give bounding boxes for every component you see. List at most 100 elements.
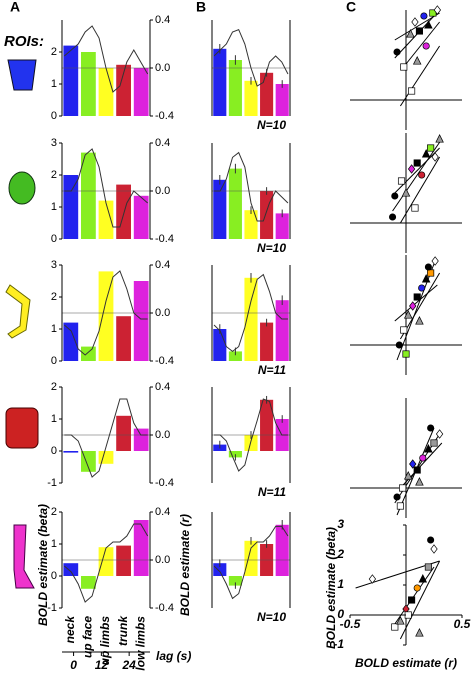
y2-tick-label: 0.0 [155,554,170,566]
y-tick-label: 0 [337,607,344,621]
y2-tick-label: 0.4 [155,137,170,149]
y-tick-label: 1 [51,413,57,425]
point [433,5,442,15]
point [427,536,435,544]
point [389,213,397,221]
x-tick-label: -0.5 [340,617,361,631]
bar [133,520,149,576]
time-course [213,525,289,600]
bar [63,451,79,453]
bar [275,84,289,116]
point [418,574,428,583]
point [421,274,431,283]
y2-axis-label: BOLD estimate (r) [178,514,192,616]
x-tick-label: 0.5 [454,617,471,631]
point [415,628,424,637]
bar [63,563,79,576]
time-course [63,523,149,603]
point [424,444,433,453]
y2-tick-label: 0.0 [155,62,170,74]
category-label: up face [81,616,95,658]
y-tick-label: -1 [333,637,344,651]
point [427,144,435,152]
y-tick-label: 0 [51,355,57,367]
point [415,316,424,325]
bar [98,271,114,361]
point [413,584,421,592]
time-course [214,151,289,222]
fit-line [400,442,443,489]
point [411,17,419,27]
y-tick-label: 0 [51,110,57,122]
n-label: N=11 [258,363,286,377]
category-label: neck [63,615,77,644]
bar [98,68,114,116]
bar [244,80,258,116]
point [420,12,428,20]
bar [260,72,274,116]
point [418,284,426,292]
category-label: trunk [116,615,130,646]
neck-icon [7,59,37,91]
point [397,177,406,185]
y-tick-label: 0 [51,233,57,245]
category-label: low limbs [133,616,147,671]
bar [275,524,289,576]
bar [98,200,114,239]
y2-tick-label: -0.4 [155,602,174,614]
point [415,477,424,486]
bar [63,45,79,116]
bar [260,399,274,451]
bar [98,547,114,576]
point [415,27,423,35]
bar [213,48,227,116]
fit-line [394,12,440,41]
trunk-icon [5,407,39,449]
bar [63,322,79,361]
point [412,56,422,65]
x-tick-label: 24 [121,658,136,672]
y-tick-label: 1 [337,577,344,591]
point [422,42,430,50]
point [411,204,419,212]
bar [260,191,274,239]
bar [244,277,258,361]
n-label: N=10 [257,241,286,255]
point [419,454,427,462]
y-tick-label: 1 [51,323,57,335]
point [408,87,416,95]
point [396,502,404,510]
bar [228,60,242,116]
fit-line [399,45,441,107]
y-tick-label: 1 [51,538,57,550]
n-label: N=10 [257,118,286,132]
point [418,171,426,179]
bar [133,68,149,116]
y-tick-label: 2 [51,46,57,58]
y2-tick-label: 0.0 [155,307,170,319]
bar [81,576,96,589]
y2-tick-label: 0.4 [155,381,170,393]
face-icon [8,171,36,205]
point [435,134,444,143]
y-tick-label: 3 [51,259,57,271]
fit-line [394,147,440,194]
y2-tick-label: -0.4 [155,355,174,367]
n-label: N=10 [257,610,286,624]
bar [63,175,79,239]
y2-tick-label: 0.4 [155,506,170,518]
bar [213,563,227,576]
fit-line [399,560,441,640]
y2-tick-label: 0.0 [155,429,170,441]
y-tick-label: 2 [51,291,57,303]
y-tick-label: 3 [337,517,344,531]
y2-tick-label: -0.4 [155,477,174,489]
panel-label: B [196,0,206,15]
bar [81,152,96,239]
point [403,310,413,319]
bar [275,213,289,239]
bar [133,428,149,451]
time-course [63,25,149,93]
y-tick-label: 1 [51,78,57,90]
